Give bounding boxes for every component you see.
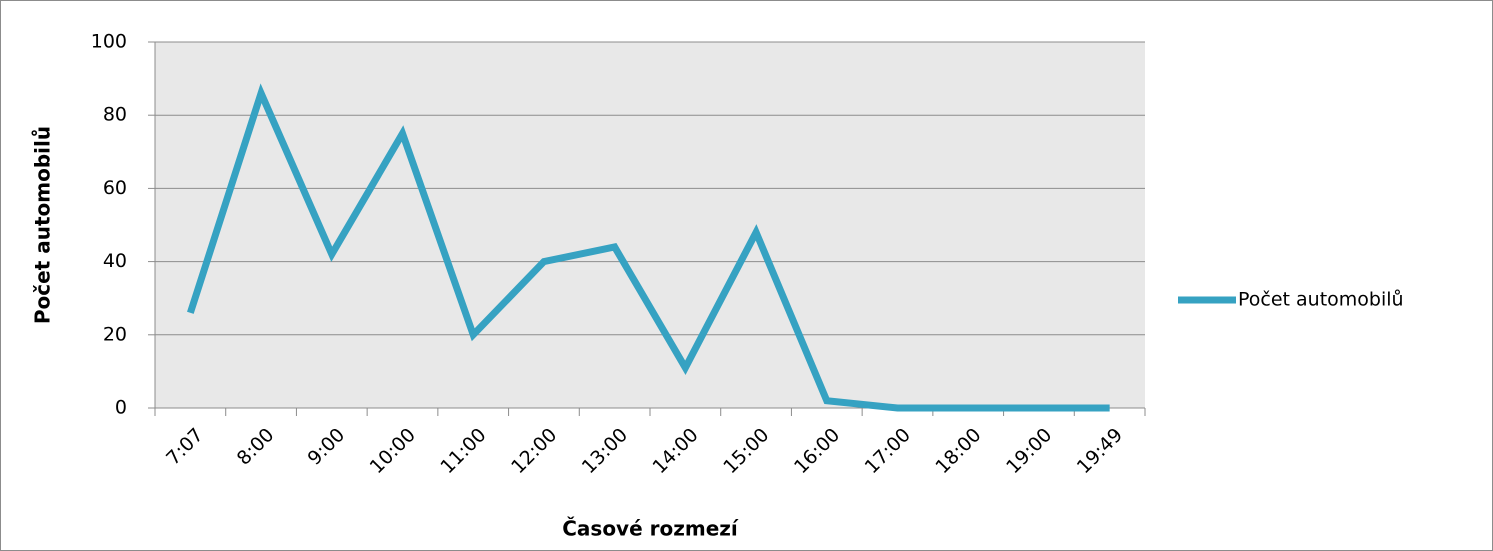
y-axis-title: Počet automobilů xyxy=(31,126,55,324)
x-axis-title: Časové rozmezí xyxy=(562,517,739,541)
y-tick-label: 80 xyxy=(103,104,127,126)
series-line xyxy=(187,83,1110,412)
y-tick-label: 0 xyxy=(115,397,127,419)
y-tick-label: 60 xyxy=(103,177,127,199)
legend-label: Počet automobilů xyxy=(1238,289,1404,311)
y-tick-label: 100 xyxy=(91,31,127,53)
y-tick-label: 20 xyxy=(103,323,127,345)
y-tick-label: 40 xyxy=(103,250,127,272)
plot-area xyxy=(155,42,1145,408)
